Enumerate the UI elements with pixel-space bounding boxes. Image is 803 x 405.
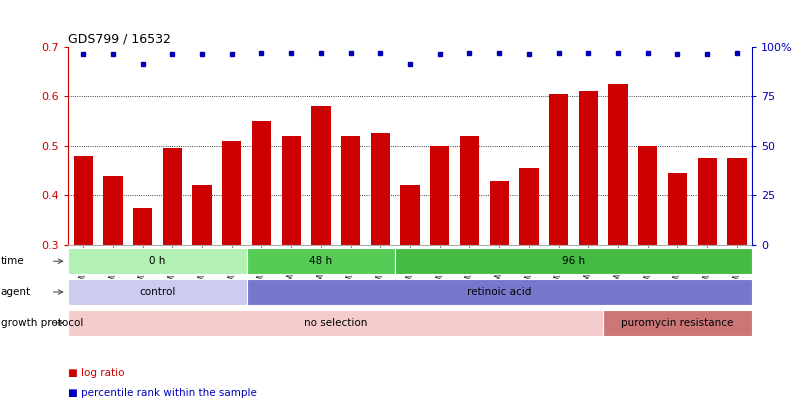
Text: no selection: no selection — [304, 318, 367, 328]
Bar — [103, 176, 122, 245]
Bar — [340, 136, 360, 245]
Bar — [311, 106, 330, 245]
Bar — [602, 310, 751, 336]
Bar — [459, 136, 479, 245]
Text: 48 h: 48 h — [309, 256, 332, 266]
Text: agent: agent — [1, 287, 31, 297]
Bar — [608, 84, 627, 245]
Bar — [192, 185, 211, 245]
Bar — [251, 121, 271, 245]
Bar — [132, 208, 152, 245]
Bar — [68, 279, 247, 305]
Bar — [162, 148, 181, 245]
Bar — [697, 158, 716, 245]
Bar — [68, 248, 247, 274]
Bar — [548, 94, 568, 245]
Bar — [727, 158, 746, 245]
Bar — [247, 248, 395, 274]
Bar — [667, 173, 687, 245]
Bar — [281, 136, 300, 245]
Text: time: time — [1, 256, 24, 266]
Bar — [222, 141, 241, 245]
Text: puromycin resistance: puromycin resistance — [621, 318, 732, 328]
Text: retinoic acid: retinoic acid — [467, 287, 531, 297]
Bar — [519, 168, 538, 245]
Bar — [247, 279, 751, 305]
Text: growth protocol: growth protocol — [1, 318, 83, 328]
Bar — [68, 310, 602, 336]
Bar — [400, 185, 419, 245]
Text: 96 h: 96 h — [561, 256, 585, 266]
Text: control: control — [139, 287, 175, 297]
Bar — [73, 156, 92, 245]
Bar — [578, 91, 597, 245]
Text: 0 h: 0 h — [149, 256, 165, 266]
Bar — [395, 248, 751, 274]
Bar — [489, 181, 508, 245]
Text: ■ log ratio: ■ log ratio — [68, 368, 124, 378]
Text: ■ percentile rank within the sample: ■ percentile rank within the sample — [68, 388, 257, 398]
Bar — [638, 146, 657, 245]
Text: GDS799 / 16532: GDS799 / 16532 — [68, 32, 171, 45]
Bar — [430, 146, 449, 245]
Bar — [370, 133, 389, 245]
